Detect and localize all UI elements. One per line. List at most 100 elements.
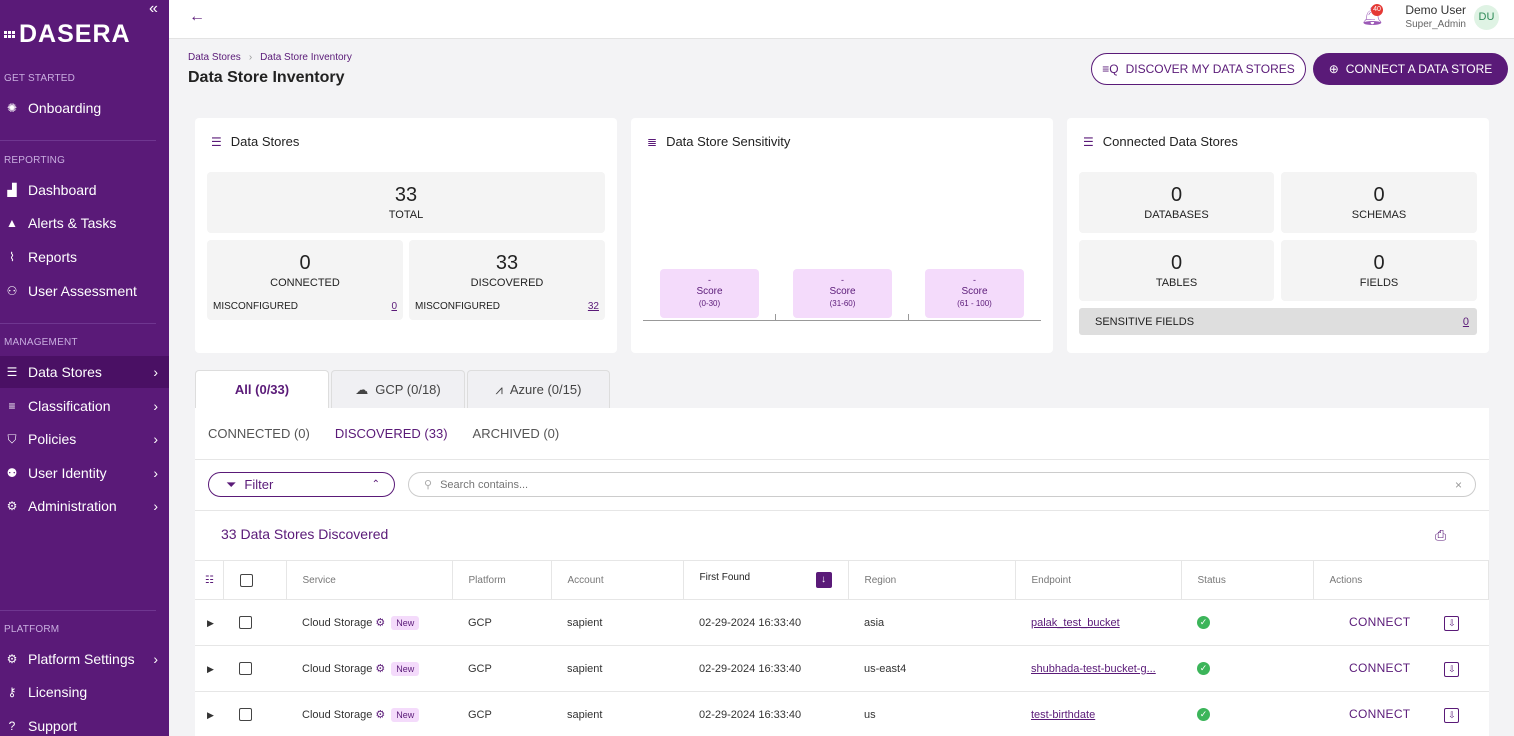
sort-desc-icon[interactable]: ↓ — [815, 572, 832, 588]
platform-cell: GCP — [452, 599, 551, 646]
tab-gcp[interactable]: ☁ GCP (0/18) — [331, 370, 465, 408]
platform-cell: GCP — [452, 645, 551, 692]
select-all-checkbox[interactable] — [239, 573, 253, 587]
sidebar-item-classification[interactable]: ≡ Classification › — [0, 390, 169, 422]
divider — [195, 510, 1489, 511]
sidebar-item-data-stores[interactable]: ☰ Data Stores › — [0, 356, 169, 388]
archive-icon[interactable]: ⇩ — [1444, 615, 1460, 631]
col-account[interactable]: Account — [551, 560, 684, 600]
subtab-connected[interactable]: CONNECTED (0) — [208, 426, 310, 441]
score-bar-medium[interactable]: - Score (31-60) — [793, 269, 892, 318]
expand-cell[interactable]: ▶ — [195, 599, 223, 646]
sidebar-item-dashboard[interactable]: ▟ Dashboard — [0, 174, 169, 206]
col-endpoint[interactable]: Endpoint — [1015, 560, 1182, 600]
col-region[interactable]: Region — [848, 560, 1016, 600]
search-input[interactable] — [440, 478, 1421, 491]
sensitive-fields-link[interactable]: 0 — [1462, 315, 1469, 328]
col-platform[interactable]: Platform — [452, 560, 552, 600]
row-checkbox[interactable] — [239, 616, 252, 629]
tab-all[interactable]: All (0/33) — [195, 370, 329, 408]
expand-cell[interactable]: ▶ — [195, 645, 223, 692]
sidebar-item-platform-settings[interactable]: ⚙ Platform Settings › — [0, 643, 169, 675]
sidebar-item-user-identity[interactable]: ⚉ User Identity › — [0, 457, 169, 489]
endpoint-link[interactable]: palak_test_bucket — [1031, 616, 1120, 629]
sidebar-item-administration[interactable]: ⚙ Administration › — [0, 490, 169, 522]
score-range: (31-60) — [829, 299, 856, 308]
search-icon: ⚲ — [424, 479, 433, 491]
chart-icon: ▟ — [7, 183, 17, 197]
row-select[interactable] — [223, 599, 286, 646]
avatar[interactable]: DU — [1474, 5, 1499, 30]
list-icon: ☰ — [211, 134, 222, 149]
sidebar-item-licensing[interactable]: ⚷ Licensing — [0, 676, 169, 708]
result-count: 33 Data Stores Discovered — [221, 526, 389, 542]
misconfigured-link[interactable]: 0 — [391, 301, 397, 312]
double-chevron-left-icon[interactable]: « — [149, 0, 158, 17]
score-range: (61 - 100) — [957, 299, 992, 308]
connect-data-store-button[interactable]: ⊕ CONNECT A DATA STORE — [1313, 53, 1508, 85]
expand-caret-icon[interactable]: ▶ — [207, 709, 214, 720]
row-checkbox[interactable] — [239, 662, 252, 675]
sidebar-item-label: User Identity — [28, 465, 107, 481]
list-icon: ☰ — [1083, 134, 1094, 149]
search-field[interactable]: ⚲ × — [408, 472, 1476, 497]
sidebar-item-reports[interactable]: ⌇ Reports — [0, 241, 169, 273]
sidebar-item-alerts[interactable]: ▲ Alerts & Tasks — [0, 207, 169, 239]
new-badge: New — [391, 661, 420, 676]
col-first-found[interactable]: First Found ↓ — [683, 560, 849, 600]
chevron-right-icon: › — [153, 364, 158, 380]
misconfigured-link[interactable]: 32 — [587, 301, 599, 312]
back-arrow-icon[interactable]: ← — [189, 8, 205, 25]
score-bar-high[interactable]: - Score (61 - 100) — [925, 269, 1024, 318]
sidebar-item-support[interactable]: ? Support — [0, 710, 169, 736]
tab-azure[interactable]: ⩘ Azure (0/15) — [467, 370, 610, 408]
row-checkbox[interactable] — [239, 708, 252, 721]
status-cell: ✓ — [1181, 599, 1313, 646]
fields-label: FIELDS — [1359, 277, 1399, 289]
connect-button[interactable]: CONNECT — [1349, 706, 1411, 721]
archive-icon[interactable]: ⇩ — [1444, 707, 1460, 723]
endpoint-link[interactable]: test-birthdate — [1031, 708, 1096, 721]
subtab-archived[interactable]: ARCHIVED (0) — [472, 426, 560, 441]
col-service[interactable]: Service — [286, 560, 453, 600]
table-row[interactable]: ▶ Cloud Storage ⚙ New GCP sapient 02-29-20… — [195, 599, 1489, 646]
archive-icon[interactable]: ⇩ — [1444, 661, 1460, 677]
check-circle-icon: ✓ — [1197, 616, 1210, 629]
breadcrumb-item[interactable]: Data Stores — [188, 52, 241, 63]
column-toggle[interactable]: ☷ — [195, 560, 224, 600]
connect-button[interactable]: CONNECT — [1349, 660, 1411, 675]
expand-caret-icon[interactable]: ▶ — [207, 617, 214, 628]
region-cell: us-east4 — [848, 645, 1015, 692]
chevron-up-icon: ⌃ — [371, 479, 380, 490]
status-subtabs: CONNECTED (0) DISCOVERED (33) ARCHIVED (… — [208, 426, 559, 441]
column-label: First Found — [699, 572, 751, 583]
score-bar-low[interactable]: - Score (0-30) — [660, 269, 759, 318]
chevron-right-icon: › — [153, 498, 158, 514]
connected-data-stores-card: ☰ Connected Data Stores 0 DATABASES 0 SC… — [1067, 118, 1489, 353]
row-select[interactable] — [223, 691, 286, 736]
expand-cell[interactable]: ▶ — [195, 691, 223, 736]
connect-button[interactable]: CONNECT — [1349, 614, 1411, 629]
select-all[interactable] — [223, 560, 287, 600]
breadcrumb: Data Stores › Data Store Inventory — [188, 52, 352, 63]
sidebar-item-policies[interactable]: ⛉ Policies › — [0, 423, 169, 455]
row-select[interactable] — [223, 645, 286, 692]
endpoint-link[interactable]: shubhada-test-bucket-g... — [1031, 662, 1156, 675]
breadcrumb-item: Data Store Inventory — [260, 52, 352, 63]
expand-caret-icon[interactable]: ▶ — [207, 663, 214, 674]
clear-icon[interactable]: × — [1454, 477, 1462, 492]
sidebar-item-onboarding[interactable]: ✺ Onboarding — [0, 92, 169, 124]
connected-label: CONNECTED — [270, 277, 340, 289]
col-status[interactable]: Status — [1181, 560, 1314, 600]
user-name: Demo User — [1405, 3, 1466, 17]
filter-dropdown[interactable]: ⏷ Filter ⌃ — [208, 472, 395, 497]
section-reporting: REPORTING — [4, 155, 66, 166]
sidebar-item-user-assessment[interactable]: ⚇ User Assessment — [0, 275, 169, 307]
discover-button[interactable]: ≡Q DISCOVER MY DATA STORES — [1091, 53, 1306, 85]
sidebar-item-label: Dashboard — [28, 182, 97, 198]
inventory-panel: CONNECTED (0) DISCOVERED (33) ARCHIVED (… — [195, 408, 1489, 736]
table-row[interactable]: ▶ Cloud Storage ⚙ New GCP sapient 02-29-20… — [195, 645, 1489, 692]
csv-export-icon[interactable]: ⎙ — [1435, 527, 1447, 543]
table-row[interactable]: ▶ Cloud Storage ⚙ New GCP sapient 02-29-20… — [195, 691, 1489, 736]
subtab-discovered[interactable]: DISCOVERED (33) — [334, 426, 448, 441]
